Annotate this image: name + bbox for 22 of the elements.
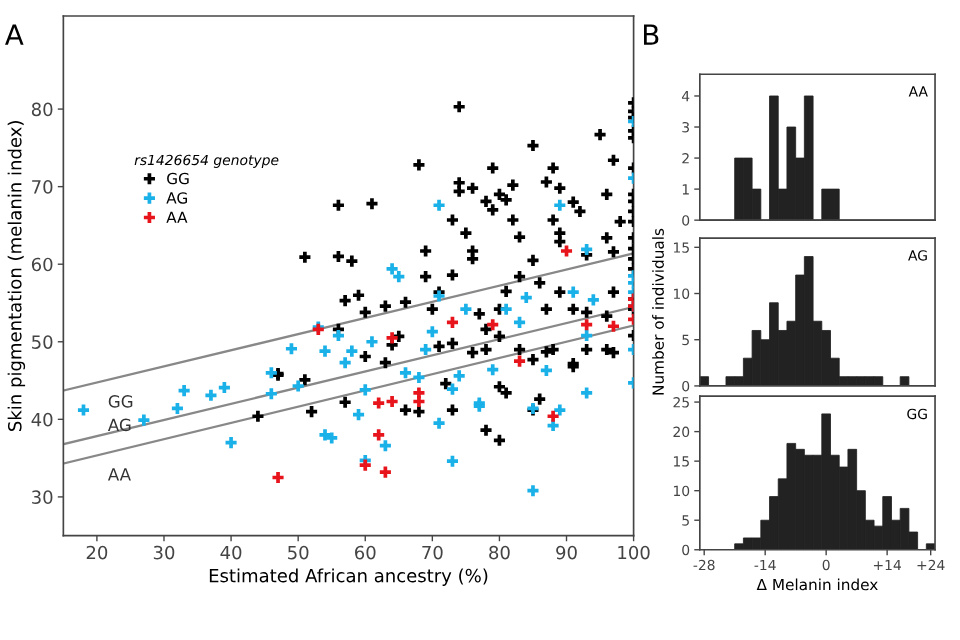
x-tick-label: 20 (86, 545, 108, 560)
x-tick-label: 100 (618, 545, 650, 560)
y-tick-label: 70 (32, 180, 53, 194)
y-tick-label: 80 (31, 102, 53, 117)
x-tick-label: 30 (153, 545, 175, 560)
x-tick-label: 80 (489, 545, 510, 560)
y-tick-label: 60 (31, 257, 53, 272)
y-tick-label: 50 (32, 335, 53, 349)
series-label: AA (107, 468, 131, 481)
x-tick-label: 60 (355, 545, 376, 560)
series-label: AG (107, 418, 131, 432)
y-tick-label: 40 (31, 412, 53, 427)
y-axis-title: Skin pigmentation (melanin index) (7, 121, 26, 431)
x-tick-label: 90 (556, 545, 577, 560)
x-tick-label: 70 (422, 545, 443, 560)
x-tick-label: 50 (288, 545, 309, 560)
text: A (5, 24, 24, 45)
x-tick-label: 40 (220, 545, 242, 560)
y-tick-label: 30 (32, 490, 53, 505)
series-label: GG (108, 395, 133, 408)
x-axis-title: Estimated African ancestry (%) (209, 568, 488, 586)
text: B (644, 24, 659, 45)
